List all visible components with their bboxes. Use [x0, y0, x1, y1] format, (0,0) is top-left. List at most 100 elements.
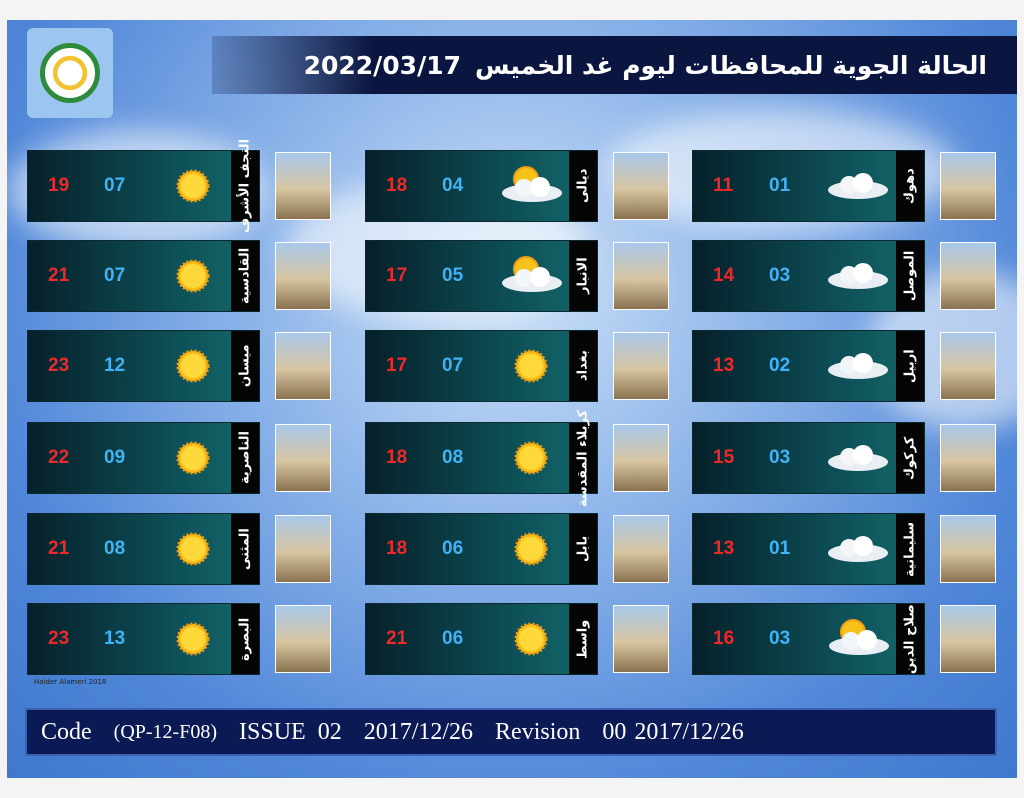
min-temp: 03 — [769, 447, 791, 468]
province-name: صلاح الدين — [896, 604, 924, 674]
province-name: النجف الأشرف — [231, 139, 259, 233]
max-temp: 21 — [386, 628, 408, 649]
max-temp: 13 — [713, 538, 735, 559]
province-landmark-photo — [275, 605, 331, 673]
province-landmark-photo — [275, 515, 331, 583]
province-name: بابل — [569, 514, 597, 584]
sun-icon — [158, 616, 228, 662]
issue-date: 2017/12/26 — [363, 718, 474, 745]
province-landmark-photo — [613, 424, 669, 492]
min-temp: 06 — [442, 538, 464, 559]
cloud-icon — [823, 343, 893, 389]
min-temp: 04 — [442, 175, 464, 196]
max-temp: 18 — [386, 175, 408, 196]
province-landmark-photo — [940, 605, 996, 673]
province-name: الانبار — [569, 241, 597, 311]
max-temp: 17 — [386, 355, 408, 376]
min-temp: 12 — [104, 355, 126, 376]
province-landmark-photo — [275, 152, 331, 220]
province-name: اربيل — [896, 331, 924, 401]
province-name: البصرة — [231, 604, 259, 674]
province-name: بغداد — [569, 331, 597, 401]
province-landmark-photo — [275, 424, 331, 492]
province-card: 16 03 صلاح الدين — [692, 603, 925, 675]
min-temp: 01 — [769, 538, 791, 559]
max-temp: 18 — [386, 538, 408, 559]
province-card: 17 07 بغداد — [365, 330, 598, 402]
sun-icon — [158, 163, 228, 209]
min-temp: 09 — [104, 447, 126, 468]
province-name: واسط — [569, 604, 597, 674]
issue-value: 02 — [317, 718, 342, 745]
min-temp: 03 — [769, 628, 791, 649]
province-card: 14 03 الموصل — [692, 240, 925, 312]
province-card: 15 03 كركوك — [692, 422, 925, 494]
cloud-icon — [823, 253, 893, 299]
max-temp: 23 — [48, 355, 70, 376]
sun-icon — [496, 343, 566, 389]
province-name: الموصل — [896, 241, 924, 311]
partly-cloudy-icon — [496, 253, 566, 299]
min-temp: 02 — [769, 355, 791, 376]
province-card: 19 07 النجف الأشرف — [27, 139, 260, 233]
province-name: كركوك — [896, 423, 924, 493]
sun-icon — [496, 526, 566, 572]
province-landmark-photo — [275, 242, 331, 310]
province-card: 22 09 الناصرية — [27, 422, 260, 494]
min-temp: 01 — [769, 175, 791, 196]
province-name: القادسية — [231, 241, 259, 311]
cloud-icon — [823, 435, 893, 481]
province-card: 21 08 المثنى — [27, 513, 260, 585]
max-temp: 21 — [48, 538, 70, 559]
min-temp: 05 — [442, 265, 464, 286]
weather-board: 2022/03/17 الحالة الجوية للمحافظات ليوم … — [7, 20, 1017, 778]
max-temp: 17 — [386, 265, 408, 286]
province-card: 18 06 بابل — [365, 513, 598, 585]
partly-cloudy-icon — [496, 163, 566, 209]
province-landmark-photo — [613, 515, 669, 583]
province-name: سليمانية — [896, 514, 924, 584]
partly-cloudy-icon — [823, 616, 893, 662]
sun-icon — [158, 253, 228, 299]
province-card: 21 07 القادسية — [27, 240, 260, 312]
province-landmark-photo — [940, 424, 996, 492]
logo — [27, 28, 113, 118]
sun-icon — [496, 616, 566, 662]
province-landmark-photo — [940, 152, 996, 220]
credit: Haider Alameri 2018 — [34, 678, 107, 686]
province-landmark-photo — [275, 332, 331, 400]
province-name: ديالى — [569, 151, 597, 221]
sun-icon — [158, 435, 228, 481]
province-card: 13 01 سليمانية — [692, 513, 925, 585]
province-landmark-photo — [940, 242, 996, 310]
province-landmark-photo — [613, 332, 669, 400]
max-temp: 11 — [713, 175, 734, 196]
province-card: 18 08 كربلاء المقدسة — [365, 409, 598, 507]
max-temp: 23 — [48, 628, 70, 649]
province-name: دهوك — [896, 151, 924, 221]
revision-value: 00 — [602, 718, 627, 745]
province-name: كربلاء المقدسة — [569, 409, 597, 507]
province-landmark-photo — [613, 605, 669, 673]
code-value: (QP-12-F08) — [113, 720, 218, 743]
title-date: 2022/03/17 — [303, 50, 461, 80]
min-temp: 08 — [442, 447, 464, 468]
page-title: الحالة الجوية للمحافظات ليوم غد الخميس — [475, 50, 987, 80]
province-card: 17 05 الانبار — [365, 240, 598, 312]
max-temp: 14 — [713, 265, 735, 286]
province-landmark-photo — [940, 515, 996, 583]
province-landmark-photo — [613, 152, 669, 220]
issue-label: ISSUE — [239, 718, 306, 745]
revision-date: 2017/12/26 — [634, 718, 744, 745]
province-landmark-photo — [613, 242, 669, 310]
max-temp: 18 — [386, 447, 408, 468]
min-temp: 07 — [104, 175, 126, 196]
sun-icon — [158, 526, 228, 572]
province-landmark-photo — [940, 332, 996, 400]
footer: Code (QP-12-F08) ISSUE 02 2017/12/26 Rev… — [25, 708, 997, 756]
min-temp: 07 — [442, 355, 464, 376]
max-temp: 21 — [48, 265, 70, 286]
province-card: 13 02 اربيل — [692, 330, 925, 402]
title-bar: 2022/03/17 الحالة الجوية للمحافظات ليوم … — [212, 36, 1017, 94]
province-card: 23 13 البصرة — [27, 603, 260, 675]
